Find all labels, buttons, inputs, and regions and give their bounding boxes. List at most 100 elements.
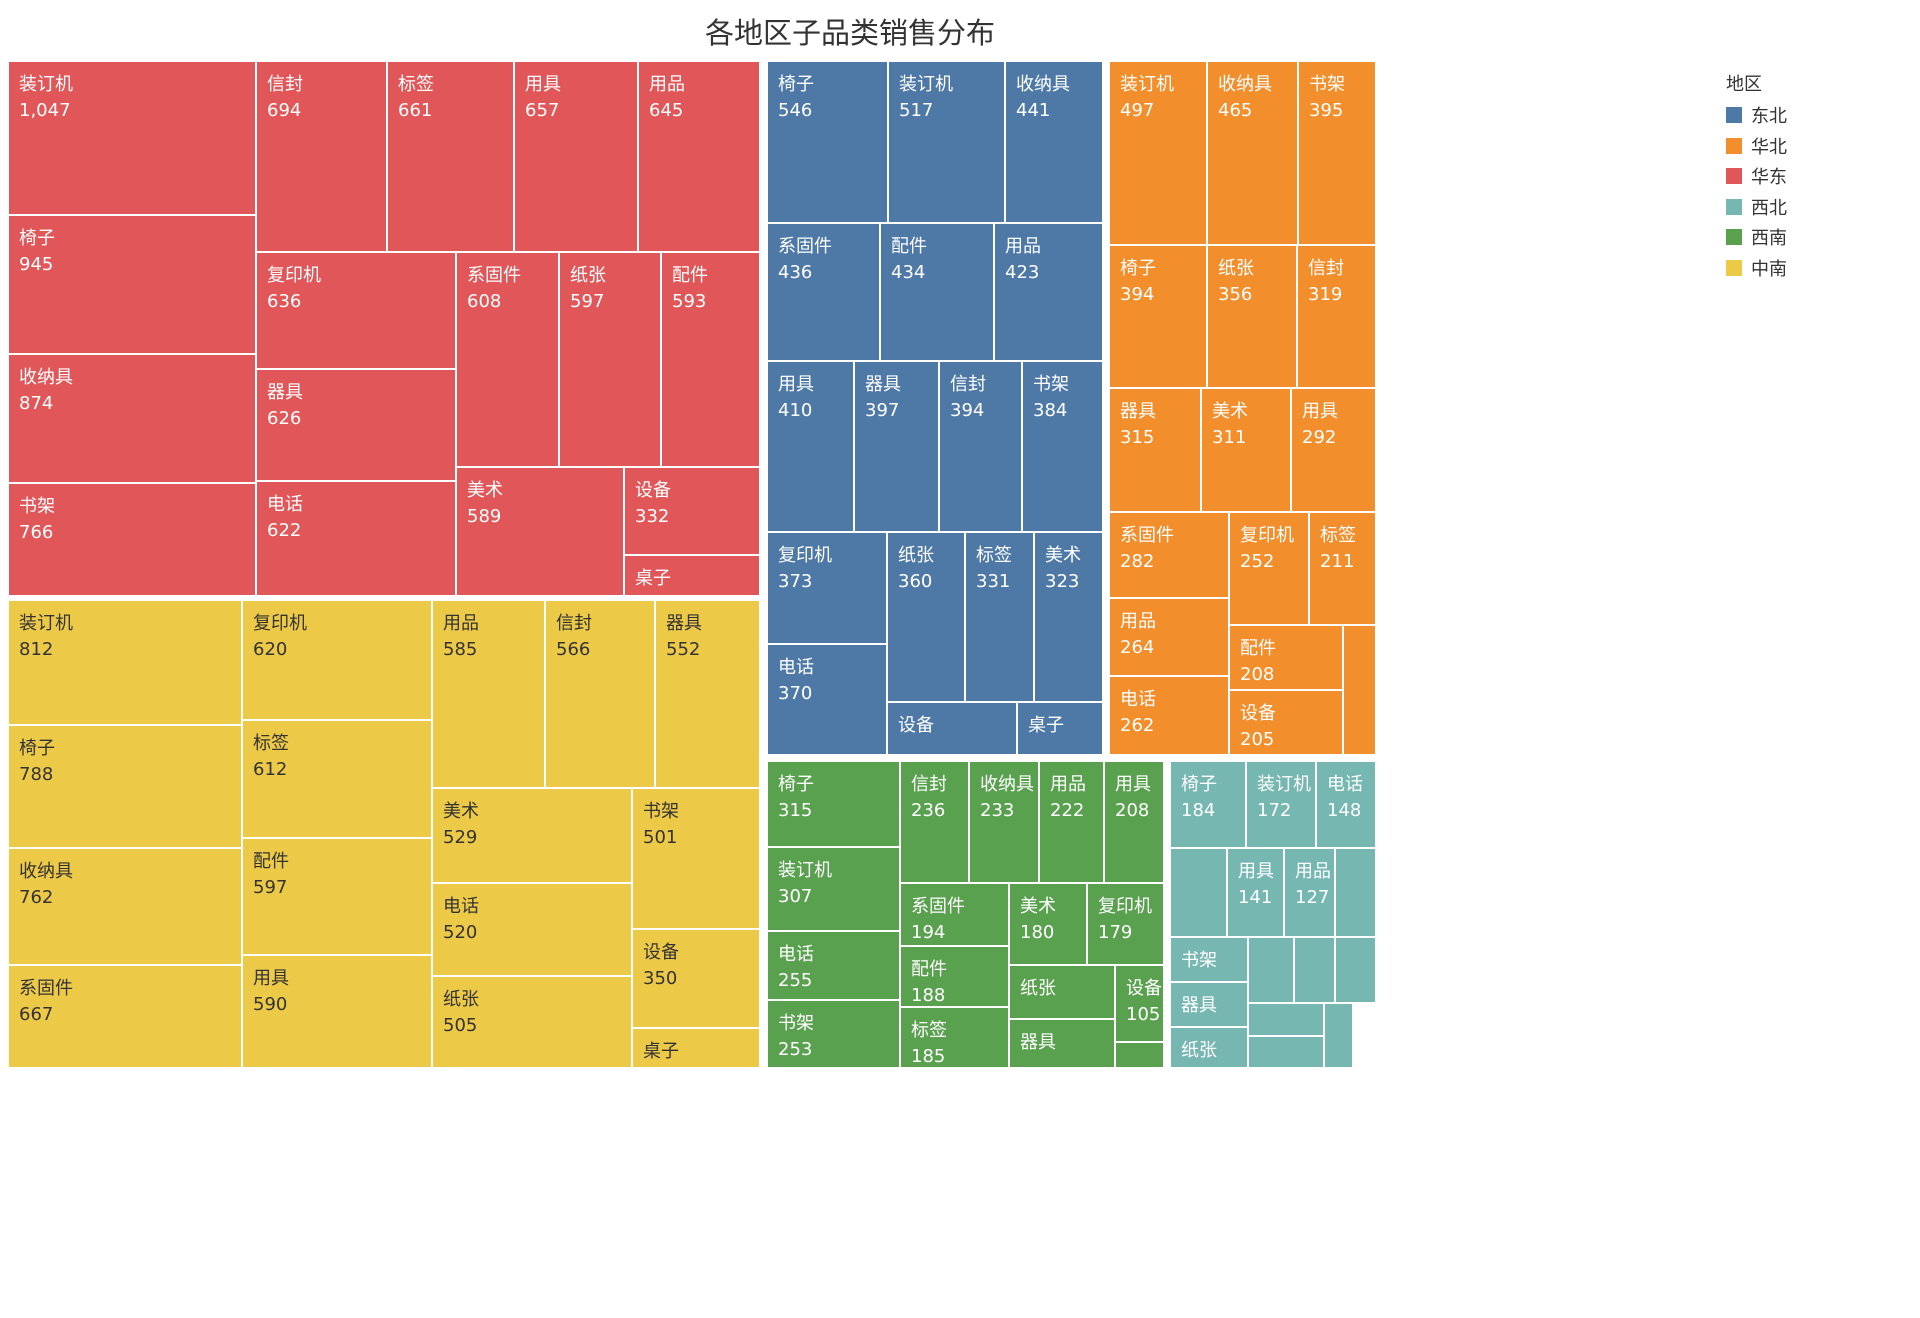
tile-西南-用具-7[interactable]: 用具 208 bbox=[1104, 761, 1164, 883]
tile-华东-用品-7[interactable]: 用品 645 bbox=[638, 61, 760, 252]
tile-西北-电话-2[interactable]: 电话 148 bbox=[1316, 761, 1376, 848]
tile-东北-美术-13[interactable]: 美术 323 bbox=[1034, 532, 1103, 702]
tile-西南-配件-11[interactable]: 配件 188 bbox=[900, 946, 1009, 1007]
tile-华北-unlabeled-16[interactable] bbox=[1343, 625, 1376, 755]
tile-华北-美术-7[interactable]: 美术 311 bbox=[1201, 388, 1291, 512]
tile-华东-配件-13[interactable]: 配件 593 bbox=[661, 252, 760, 467]
tile-西南-信封-4[interactable]: 信封 236 bbox=[900, 761, 969, 883]
tile-西南-装订机-1[interactable]: 装订机 307 bbox=[767, 847, 900, 931]
tile-中南-设备-15[interactable]: 设备 350 bbox=[632, 929, 760, 1028]
tile-华东-标签-5[interactable]: 标签 661 bbox=[387, 61, 514, 252]
tile-东北-用品-5[interactable]: 用品 423 bbox=[994, 223, 1103, 361]
tile-华北-收纳具-1[interactable]: 收纳具 465 bbox=[1207, 61, 1298, 245]
legend-item-西北[interactable]: 西北 bbox=[1726, 192, 1787, 223]
tile-西南-器具-15[interactable]: 器具 bbox=[1009, 1019, 1115, 1068]
tile-华东-信封-4[interactable]: 信封 694 bbox=[256, 61, 387, 252]
legend-item-西南[interactable]: 西南 bbox=[1726, 222, 1787, 253]
tile-西南-纸张-13[interactable]: 纸张 bbox=[1009, 965, 1115, 1019]
tile-华东-电话-10[interactable]: 电话 622 bbox=[256, 481, 456, 596]
tile-东北-配件-4[interactable]: 配件 434 bbox=[880, 223, 994, 361]
tile-西南-用品-6[interactable]: 用品 222 bbox=[1039, 761, 1104, 883]
tile-西北-纸张-9[interactable]: 纸张 bbox=[1170, 1027, 1248, 1068]
tile-华北-椅子-3[interactable]: 椅子 394 bbox=[1109, 245, 1207, 388]
tile-中南-用具-7[interactable]: 用具 590 bbox=[242, 955, 432, 1068]
tile-西南-收纳具-5[interactable]: 收纳具 233 bbox=[969, 761, 1039, 883]
tile-华北-装订机-0[interactable]: 装订机 497 bbox=[1109, 61, 1207, 245]
tile-东北-用具-6[interactable]: 用具 410 bbox=[767, 361, 854, 532]
tile-西北-unlabeled-3[interactable] bbox=[1170, 848, 1227, 937]
tile-华东-装订机-0[interactable]: 装订机 1,047 bbox=[8, 61, 256, 215]
tile-华东-系固件-11[interactable]: 系固件 608 bbox=[456, 252, 559, 467]
tile-东北-收纳具-2[interactable]: 收纳具 441 bbox=[1005, 61, 1103, 223]
tile-西南-美术-9[interactable]: 美术 180 bbox=[1009, 883, 1087, 965]
tile-华东-器具-9[interactable]: 器具 626 bbox=[256, 369, 456, 481]
tile-西南-复印机-10[interactable]: 复印机 179 bbox=[1087, 883, 1164, 965]
tile-华北-电话-14[interactable]: 电话 262 bbox=[1109, 676, 1229, 755]
tile-中南-信封-9[interactable]: 信封 566 bbox=[545, 600, 655, 788]
tile-华北-书架-2[interactable]: 书架 395 bbox=[1298, 61, 1376, 245]
tile-中南-美术-11[interactable]: 美术 529 bbox=[432, 788, 632, 883]
tile-西北-用具-4[interactable]: 用具 141 bbox=[1227, 848, 1284, 937]
tile-华北-用具-8[interactable]: 用具 292 bbox=[1291, 388, 1376, 512]
tile-华东-用具-6[interactable]: 用具 657 bbox=[514, 61, 638, 252]
tile-西北-unlabeled-12[interactable] bbox=[1335, 937, 1376, 1003]
tile-东北-器具-7[interactable]: 器具 397 bbox=[854, 361, 939, 532]
legend-item-华东[interactable]: 华东 bbox=[1726, 161, 1787, 192]
tile-西北-装订机-1[interactable]: 装订机 172 bbox=[1246, 761, 1316, 848]
tile-中南-器具-10[interactable]: 器具 552 bbox=[655, 600, 760, 788]
tile-中南-书架-14[interactable]: 书架 501 bbox=[632, 788, 760, 929]
tile-东北-椅子-0[interactable]: 椅子 546 bbox=[767, 61, 888, 223]
tile-西北-unlabeled-13[interactable] bbox=[1248, 1003, 1324, 1036]
tile-中南-用品-8[interactable]: 用品 585 bbox=[432, 600, 545, 788]
tile-华东-纸张-12[interactable]: 纸张 597 bbox=[559, 252, 661, 467]
tile-东北-设备-15[interactable]: 设备 bbox=[887, 702, 1017, 755]
tile-中南-配件-6[interactable]: 配件 597 bbox=[242, 838, 432, 955]
tile-华北-设备-15[interactable]: 设备 205 bbox=[1229, 690, 1343, 755]
tile-华北-系固件-9[interactable]: 系固件 282 bbox=[1109, 512, 1229, 598]
tile-西南-系固件-8[interactable]: 系固件 194 bbox=[900, 883, 1009, 946]
tile-中南-桌子-16[interactable]: 桌子 bbox=[632, 1028, 760, 1068]
tile-华北-用品-12[interactable]: 用品 264 bbox=[1109, 598, 1229, 676]
tile-华东-设备-15[interactable]: 设备 332 bbox=[624, 467, 760, 555]
legend-item-中南[interactable]: 中南 bbox=[1726, 253, 1787, 284]
legend-item-华北[interactable]: 华北 bbox=[1726, 131, 1787, 162]
tile-东北-桌子-16[interactable]: 桌子 bbox=[1017, 702, 1103, 755]
tile-华东-椅子-1[interactable]: 椅子 945 bbox=[8, 215, 256, 354]
tile-东北-书架-9[interactable]: 书架 384 bbox=[1022, 361, 1103, 532]
tile-中南-复印机-4[interactable]: 复印机 620 bbox=[242, 600, 432, 720]
tile-西北-unlabeled-10[interactable] bbox=[1248, 937, 1294, 1003]
tile-东北-标签-12[interactable]: 标签 331 bbox=[965, 532, 1034, 702]
tile-西南-电话-2[interactable]: 电话 255 bbox=[767, 931, 900, 1000]
tile-东北-复印机-10[interactable]: 复印机 373 bbox=[767, 532, 887, 644]
tile-西南-设备-14[interactable]: 设备 105 bbox=[1115, 965, 1164, 1042]
tile-东北-系固件-3[interactable]: 系固件 436 bbox=[767, 223, 880, 361]
tile-西南-标签-12[interactable]: 标签 185 bbox=[900, 1007, 1009, 1068]
tile-华东-美术-14[interactable]: 美术 589 bbox=[456, 467, 624, 596]
tile-西北-用品-5[interactable]: 用品 127 bbox=[1284, 848, 1335, 937]
legend-item-东北[interactable]: 东北 bbox=[1726, 100, 1787, 131]
tile-中南-标签-5[interactable]: 标签 612 bbox=[242, 720, 432, 838]
tile-西北-椅子-0[interactable]: 椅子 184 bbox=[1170, 761, 1246, 848]
tile-西南-unlabeled-16[interactable] bbox=[1115, 1042, 1164, 1068]
tile-中南-装订机-0[interactable]: 装订机 812 bbox=[8, 600, 242, 725]
tile-华东-书架-3[interactable]: 书架 766 bbox=[8, 483, 256, 596]
tile-中南-电话-12[interactable]: 电话 520 bbox=[432, 883, 632, 976]
tile-东北-电话-14[interactable]: 电话 370 bbox=[767, 644, 887, 755]
tile-华东-复印机-8[interactable]: 复印机 636 bbox=[256, 252, 456, 369]
tile-华东-收纳具-2[interactable]: 收纳具 874 bbox=[8, 354, 256, 483]
tile-华北-复印机-10[interactable]: 复印机 252 bbox=[1229, 512, 1309, 625]
tile-华北-纸张-4[interactable]: 纸张 356 bbox=[1207, 245, 1297, 388]
tile-西南-椅子-0[interactable]: 椅子 315 bbox=[767, 761, 900, 847]
tile-东北-装订机-1[interactable]: 装订机 517 bbox=[888, 61, 1005, 223]
tile-西南-书架-3[interactable]: 书架 253 bbox=[767, 1000, 900, 1068]
tile-西北-unlabeled-11[interactable] bbox=[1294, 937, 1335, 1003]
tile-中南-纸张-13[interactable]: 纸张 505 bbox=[432, 976, 632, 1068]
tile-华北-标签-11[interactable]: 标签 211 bbox=[1309, 512, 1376, 625]
tile-中南-系固件-3[interactable]: 系固件 667 bbox=[8, 965, 242, 1068]
tile-中南-收纳具-2[interactable]: 收纳具 762 bbox=[8, 848, 242, 965]
tile-西北-unlabeled-15[interactable] bbox=[1324, 1003, 1353, 1068]
tile-西北-unlabeled-6[interactable] bbox=[1335, 848, 1376, 937]
tile-西北-器具-8[interactable]: 器具 bbox=[1170, 982, 1248, 1027]
tile-东北-纸张-11[interactable]: 纸张 360 bbox=[887, 532, 965, 702]
tile-西北-unlabeled-14[interactable] bbox=[1248, 1036, 1324, 1068]
